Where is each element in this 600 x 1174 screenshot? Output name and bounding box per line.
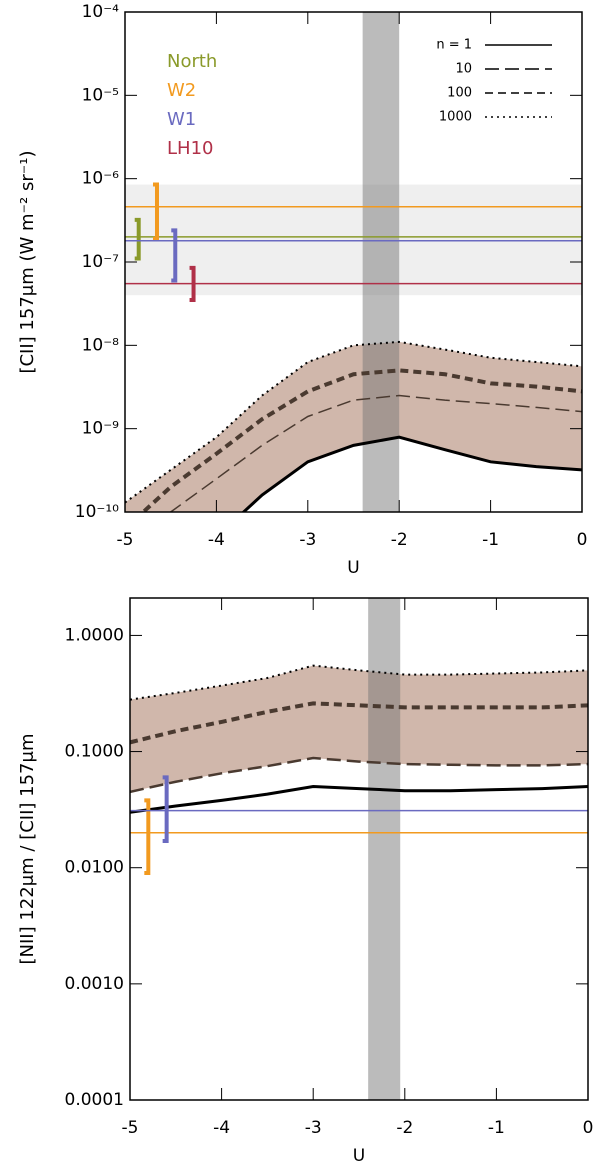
plot-area	[130, 598, 588, 1100]
error-bar	[189, 265, 196, 302]
x-axis-label: U	[353, 1146, 365, 1166]
model-area	[130, 758, 588, 1100]
y-tick-label: 10⁻⁵	[82, 85, 119, 105]
x-tick-label: 0	[577, 530, 588, 550]
x-tick-label: -5	[117, 530, 134, 550]
model-line	[125, 340, 582, 504]
y-tick-label: 0.0100	[65, 858, 124, 878]
x-tick-label: 0	[583, 1118, 594, 1138]
model-line	[140, 368, 582, 512]
x-tick-label: -3	[299, 530, 316, 550]
error-bar	[162, 775, 169, 843]
x-tick-label: -3	[305, 1118, 322, 1138]
legend-label: 10	[455, 62, 472, 77]
x-axis-label: U	[347, 558, 359, 578]
x-tick-label: -4	[208, 530, 225, 550]
y-tick-label: 0.0010	[65, 974, 124, 994]
observed-range-band	[125, 184, 582, 296]
legend-label: n = 1	[436, 38, 472, 53]
model-line	[130, 701, 588, 745]
y-tick-label: 10⁻¹⁰	[75, 502, 119, 522]
y-tick-label: 10⁻⁸	[82, 335, 120, 355]
y-tick-label: 10⁻⁶	[82, 169, 120, 189]
legend-label: 100	[447, 86, 472, 101]
model-line	[130, 756, 588, 794]
error-bar	[144, 798, 151, 876]
u-range-band	[362, 12, 400, 512]
model-line	[130, 664, 588, 701]
model-line	[130, 785, 588, 814]
plot-frame	[129, 597, 589, 1101]
x-tick-label: -2	[391, 530, 408, 550]
error-bar	[152, 182, 159, 241]
y-tick-label: 0.0001	[65, 1090, 124, 1110]
y-axis-label: [CII] 157μm (W m⁻² sr⁻¹)	[17, 150, 38, 373]
x-tick-label: -1	[482, 530, 499, 550]
error-bar	[134, 217, 141, 261]
error-bar	[171, 228, 178, 283]
observation-label: W2	[167, 80, 196, 101]
x-tick-label: -2	[396, 1118, 413, 1138]
y-tick-label: 10⁻⁷	[82, 252, 120, 272]
u-range-band	[368, 598, 401, 1100]
y-tick-label: 0.1000	[65, 742, 124, 762]
model-line	[169, 394, 582, 512]
legend-label: 1000	[439, 110, 472, 125]
plot-area	[125, 12, 582, 512]
observation-label: North	[167, 51, 217, 72]
observation-label: W1	[167, 109, 196, 130]
y-tick-label: 10⁻⁴	[82, 2, 120, 22]
observation-label: LH10	[167, 138, 213, 159]
x-tick-label: -5	[122, 1118, 139, 1138]
model-line	[241, 435, 582, 512]
x-tick-label: -1	[488, 1118, 505, 1138]
y-tick-label: 1.0000	[65, 625, 124, 645]
y-tick-label: 10⁻⁹	[82, 419, 120, 439]
x-tick-label: -4	[213, 1118, 230, 1138]
y-axis-label: [NII] 122μm / [CII] 157μm	[17, 734, 38, 965]
